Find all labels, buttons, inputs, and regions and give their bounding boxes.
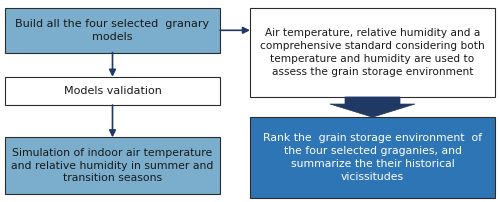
Text: Simulation of indoor air temperature
and relative humidity in summer and
transit: Simulation of indoor air temperature and… <box>12 148 213 183</box>
FancyBboxPatch shape <box>5 8 220 53</box>
Text: Rank the  grain storage environment  of
the four selected graganies, and
summari: Rank the grain storage environment of th… <box>263 133 482 182</box>
FancyBboxPatch shape <box>250 117 495 198</box>
FancyBboxPatch shape <box>5 137 220 194</box>
FancyBboxPatch shape <box>250 8 495 97</box>
Text: Models validation: Models validation <box>64 86 162 96</box>
Polygon shape <box>330 97 415 117</box>
Text: Air temperature, relative humidity and a
comprehensive standard considering both: Air temperature, relative humidity and a… <box>260 28 485 77</box>
Text: Build all the four selected  granary
models: Build all the four selected granary mode… <box>16 19 210 42</box>
FancyBboxPatch shape <box>5 77 220 105</box>
